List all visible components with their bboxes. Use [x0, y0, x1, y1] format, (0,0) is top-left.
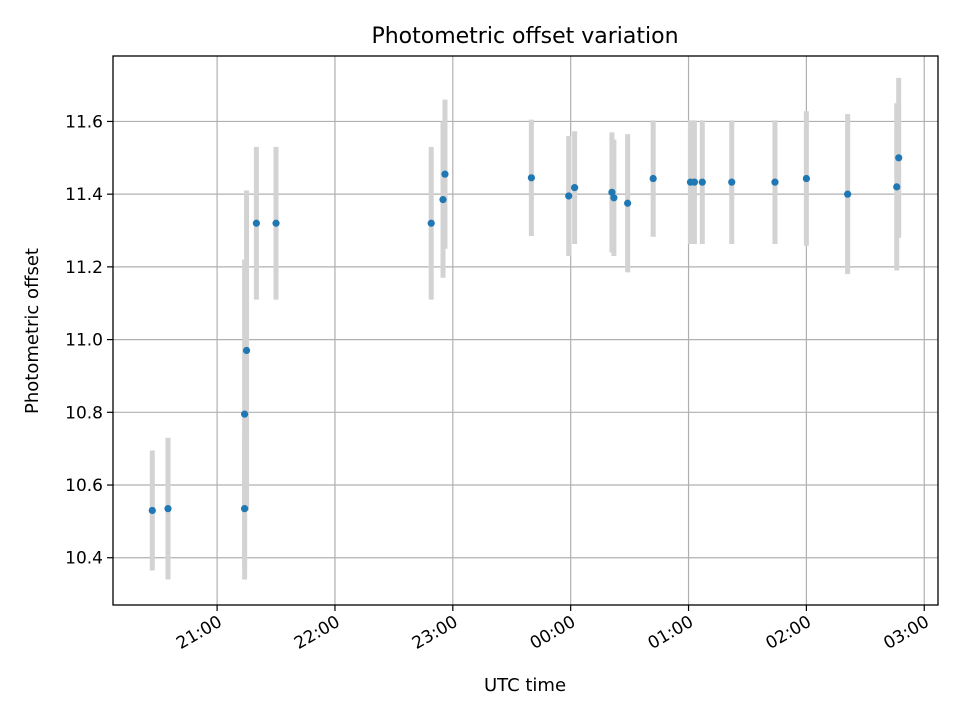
- data-point: [242, 346, 251, 355]
- data-point: [241, 505, 249, 513]
- y-tick-label: 11.2: [65, 258, 103, 278]
- y-tick-label: 10.6: [65, 476, 103, 496]
- data-point: [148, 506, 156, 515]
- data-point: [624, 199, 632, 207]
- y-axis-ticks: 10.4 10.6 10.8 11.0 11.2 11.4 11.6: [65, 112, 113, 569]
- y-axis-label: Photometric offset: [22, 248, 43, 414]
- data-point: [272, 219, 280, 227]
- data-point: [241, 410, 249, 418]
- data-point: [893, 183, 901, 191]
- data-point: [802, 174, 810, 183]
- data-point: [690, 178, 699, 186]
- chart-title: Photometric offset variation: [371, 24, 678, 49]
- data-point: [610, 194, 618, 202]
- data-point: [427, 219, 435, 227]
- data-point: [895, 154, 903, 162]
- plot-frame: [112, 55, 939, 606]
- y-tick-label: 11.6: [65, 112, 103, 132]
- data-point: [441, 170, 449, 178]
- x-axis-label: UTC time: [484, 675, 566, 696]
- data-points: [148, 154, 903, 515]
- data-point: [728, 178, 736, 186]
- y-tick-label: 10.4: [65, 549, 103, 569]
- data-point: [164, 505, 172, 513]
- data-point: [439, 196, 447, 204]
- data-point: [565, 192, 573, 200]
- data-point: [527, 174, 535, 182]
- data-point: [771, 178, 779, 186]
- y-tick-label: 11.4: [65, 185, 103, 205]
- y-tick-label: 10.8: [65, 403, 103, 423]
- data-point: [844, 190, 852, 198]
- data-point: [698, 178, 706, 186]
- data-point: [608, 188, 616, 196]
- data-point: [649, 174, 657, 183]
- data-point: [571, 184, 579, 192]
- y-tick-label: 11.0: [65, 331, 103, 351]
- data-point: [252, 219, 260, 227]
